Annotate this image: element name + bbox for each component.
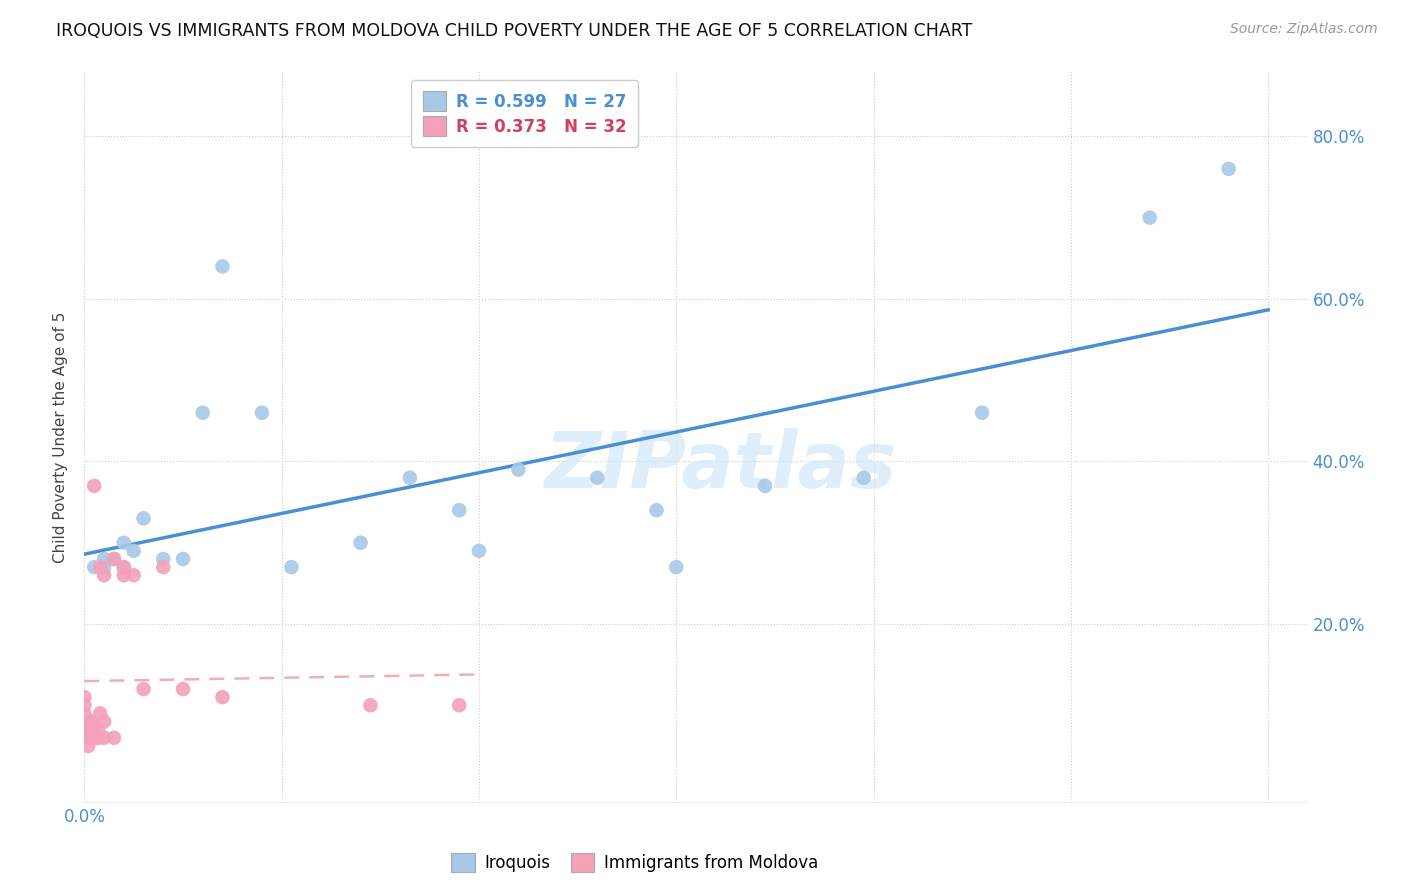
Point: [970, 406, 993, 420]
Point: [349, 535, 371, 549]
Point: [112, 535, 135, 549]
Point: [73, 731, 96, 745]
Point: [250, 406, 273, 420]
Point: [83, 560, 105, 574]
Point: [83, 479, 105, 493]
Point: [152, 560, 174, 574]
Point: [132, 681, 155, 696]
Point: [103, 731, 125, 745]
Point: [83, 731, 105, 745]
Point: [93, 714, 115, 729]
Point: [77, 723, 100, 737]
Point: [468, 544, 491, 558]
Point: [87, 723, 110, 737]
Point: [73, 698, 96, 713]
Point: [191, 406, 214, 420]
Point: [89, 560, 111, 574]
Point: [508, 462, 530, 476]
Point: [82, 723, 104, 737]
Point: [211, 260, 233, 274]
Point: [73, 723, 96, 737]
Point: [665, 560, 688, 574]
Point: [103, 552, 125, 566]
Text: Source: ZipAtlas.com: Source: ZipAtlas.com: [1230, 22, 1378, 37]
Point: [280, 560, 302, 574]
Point: [73, 690, 96, 705]
Point: [172, 552, 194, 566]
Point: [132, 511, 155, 525]
Point: [645, 503, 668, 517]
Point: [103, 552, 125, 566]
Point: [1218, 161, 1240, 176]
Point: [449, 503, 471, 517]
Point: [93, 552, 115, 566]
Point: [112, 560, 135, 574]
Point: [93, 731, 115, 745]
Point: [112, 568, 135, 582]
Point: [89, 706, 111, 721]
Point: [93, 560, 115, 574]
Point: [87, 731, 110, 745]
Point: [122, 568, 145, 582]
Point: [852, 471, 875, 485]
Point: [754, 479, 776, 493]
Point: [359, 698, 381, 713]
Point: [1139, 211, 1161, 225]
Point: [82, 714, 104, 729]
Point: [122, 544, 145, 558]
Point: [83, 723, 105, 737]
Point: [152, 552, 174, 566]
Point: [211, 690, 233, 705]
Point: [172, 681, 194, 696]
Point: [399, 471, 422, 485]
Point: [586, 471, 609, 485]
Text: IROQUOIS VS IMMIGRANTS FROM MOLDOVA CHILD POVERTY UNDER THE AGE OF 5 CORRELATION: IROQUOIS VS IMMIGRANTS FROM MOLDOVA CHIL…: [56, 22, 973, 40]
Point: [73, 706, 96, 721]
Text: ZIPatlas: ZIPatlas: [544, 428, 897, 504]
Point: [93, 568, 115, 582]
Legend: Iroquois, Immigrants from Moldova: Iroquois, Immigrants from Moldova: [444, 846, 825, 879]
Point: [79, 731, 101, 745]
Point: [77, 739, 100, 753]
Point: [449, 698, 471, 713]
Point: [112, 560, 135, 574]
Y-axis label: Child Poverty Under the Age of 5: Child Poverty Under the Age of 5: [53, 311, 69, 563]
Point: [79, 714, 101, 729]
